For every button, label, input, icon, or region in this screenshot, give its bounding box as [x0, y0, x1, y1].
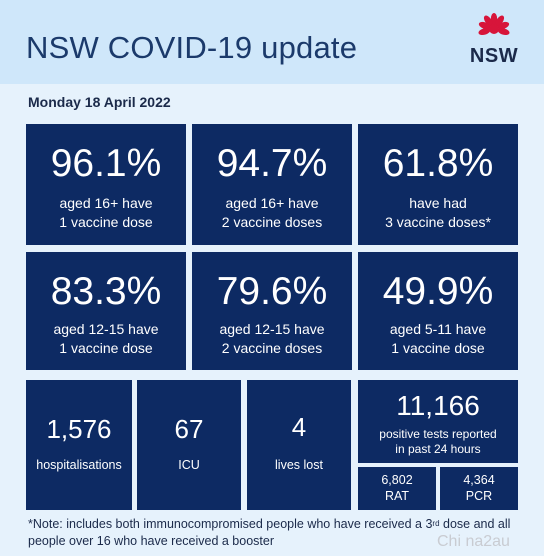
- lives-lost-tile: 4 lives lost: [247, 380, 351, 510]
- nsw-logo: NSW: [466, 12, 522, 72]
- footnote-text-2: dose and all people over 16 who have rec…: [28, 517, 511, 548]
- tile-caption: positive tests reported in past 24 hours: [379, 427, 497, 456]
- tile-value: 83.3%: [50, 270, 162, 313]
- tile-caption: lives lost: [275, 458, 323, 472]
- tile-caption: have had 3 vaccine doses*: [385, 195, 491, 230]
- rat-tile: 6,802 RAT: [358, 467, 436, 510]
- page-title: NSW COVID-19 update: [26, 30, 358, 65]
- tile-caption: aged 12-15 have 1 vaccine dose: [53, 321, 159, 356]
- tile-caption: PCR: [465, 489, 493, 503]
- tile-caption: ICU: [178, 458, 200, 472]
- tile-value: 94.7%: [216, 142, 328, 185]
- tile-value: 11,166: [396, 390, 480, 421]
- icu-tile: 67 ICU: [137, 380, 241, 510]
- vaccine-tile-16plus-dose2: 94.7% aged 16+ have 2 vaccine doses: [192, 124, 352, 245]
- tile-caption: aged 12-15 have 2 vaccine doses: [219, 321, 325, 356]
- vaccine-tile-dose3: 61.8% have had 3 vaccine doses*: [358, 124, 518, 245]
- tile-caption: aged 5-11 have 1 vaccine dose: [389, 321, 487, 356]
- positive-tests-tile: 11,166 positive tests reported in past 2…: [358, 380, 518, 463]
- vaccine-tile-5to11-dose1: 49.9% aged 5-11 have 1 vaccine dose: [358, 252, 518, 370]
- footnote: *Note: includes both immunocompromised p…: [28, 516, 528, 550]
- tile-value: 4,364: [463, 473, 495, 487]
- vaccine-tile-16plus-dose1: 96.1% aged 16+ have 1 vaccine dose: [26, 124, 186, 245]
- report-date: Monday 18 April 2022: [28, 94, 171, 110]
- vaccine-tile-12to15-dose2: 79.6% aged 12-15 have 2 vaccine doses: [192, 252, 352, 370]
- tile-value: 79.6%: [216, 270, 328, 313]
- footnote-text-1: *Note: includes both immunocompromised p…: [28, 517, 433, 531]
- tile-value: 49.9%: [382, 270, 494, 313]
- tile-value: 67: [174, 414, 204, 444]
- pcr-tile: 4,364 PCR: [440, 467, 518, 510]
- logo-text: NSW: [469, 45, 519, 67]
- tile-value: 1,576: [46, 414, 112, 444]
- tile-caption: RAT: [384, 489, 410, 503]
- tile-value: 6,802: [381, 473, 413, 487]
- tile-caption: aged 16+ have 2 vaccine doses: [221, 195, 323, 230]
- tile-caption: hospitalisations: [36, 458, 122, 472]
- watermark: Chi na2au: [437, 533, 510, 550]
- waratah-icon: [478, 13, 510, 36]
- footnote-superscript: rd: [432, 519, 440, 528]
- hospitalisations-tile: 1,576 hospitalisations: [26, 380, 132, 510]
- tile-value: 4: [291, 412, 307, 442]
- vaccine-tile-12to15-dose1: 83.3% aged 12-15 have 1 vaccine dose: [26, 252, 186, 370]
- tile-value: 61.8%: [382, 142, 494, 185]
- tile-caption: aged 16+ have 1 vaccine dose: [59, 195, 153, 230]
- header-banner: [0, 0, 544, 84]
- tile-value: 96.1%: [50, 142, 162, 185]
